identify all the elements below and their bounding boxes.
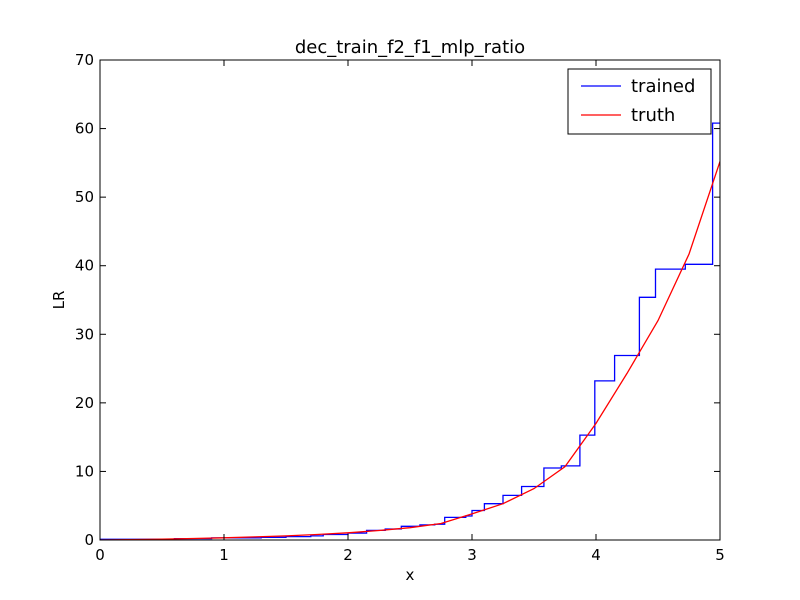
series-line-trained xyxy=(100,122,720,540)
y-tick-label: 20 xyxy=(75,394,94,412)
axes-frame xyxy=(99,59,721,541)
x-tick-label: 4 xyxy=(591,546,601,564)
x-tick-label: 5 xyxy=(715,546,725,564)
y-tick-label: 30 xyxy=(75,325,94,343)
y-tick-label: 0 xyxy=(84,531,94,549)
y-tick-label: 50 xyxy=(75,188,94,206)
series-group xyxy=(100,122,720,540)
y-tick-label: 60 xyxy=(75,120,94,138)
y-tick-label: 40 xyxy=(75,257,94,275)
legend-box xyxy=(567,68,712,135)
x-tick-label: 1 xyxy=(219,546,229,564)
chart-title: dec_train_f2_f1_mlp_ratio xyxy=(295,37,525,58)
legend-label-truth: truth xyxy=(631,105,675,126)
legend: trained truth xyxy=(567,68,712,135)
y-axis-label: LR xyxy=(50,291,68,310)
x-tick-label: 0 xyxy=(95,546,105,564)
y-tick-label: 70 xyxy=(75,51,94,69)
series-line-truth xyxy=(100,161,720,540)
legend-label-trained: trained xyxy=(631,76,695,97)
y-tick-label: 10 xyxy=(75,462,94,480)
x-tick-label: 3 xyxy=(467,546,477,564)
x-tick-label: 2 xyxy=(343,546,353,564)
x-axis-label: x xyxy=(406,566,415,584)
